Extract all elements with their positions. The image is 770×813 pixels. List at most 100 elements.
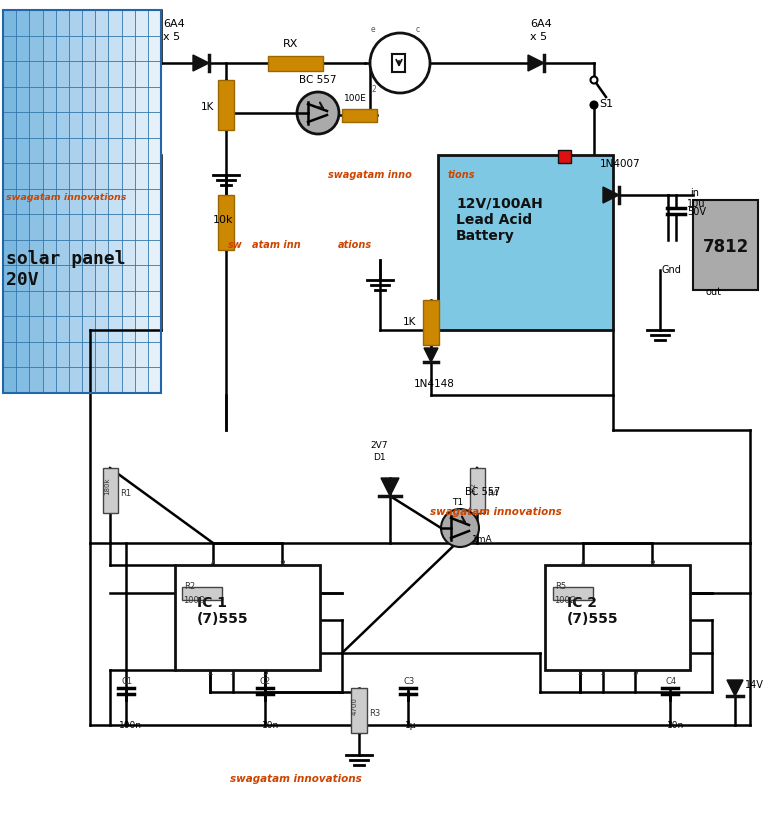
Text: IC 1
(7)555: IC 1 (7)555 [197,596,249,626]
Text: R3: R3 [369,709,380,718]
Bar [268,55,323,71]
Text: 1N4148: 1N4148 [414,379,455,389]
Text: Gnd: Gnd [661,265,681,275]
Polygon shape [528,55,544,71]
Bar [218,80,234,130]
Text: 1: 1 [230,668,236,677]
Bar [69,10,83,393]
Polygon shape [424,348,438,362]
Text: R4: R4 [487,489,498,498]
Text: C1: C1 [121,677,132,686]
Text: 6A4: 6A4 [530,19,552,29]
Text: 2: 2 [207,668,213,677]
Text: 6A4: 6A4 [163,19,185,29]
Text: 12V/100AH
Lead Acid
Battery: 12V/100AH Lead Acid Battery [456,197,543,243]
Bar [423,300,439,345]
Polygon shape [381,478,399,496]
Bar [95,10,109,393]
Text: 1: 1 [600,668,606,677]
Text: 10n: 10n [262,721,280,730]
Text: 14V: 14V [745,680,764,690]
Text: 1K: 1K [201,102,214,112]
Text: C4: C4 [665,677,676,686]
Polygon shape [603,187,619,203]
Text: IC 2
(7)555: IC 2 (7)555 [567,596,618,626]
Text: 7: 7 [681,589,687,598]
Polygon shape [193,55,209,71]
Text: 4700: 4700 [352,697,358,715]
Text: S1: S1 [599,99,613,109]
Bar [82,10,96,393]
Text: 8: 8 [279,560,285,569]
Text: in: in [690,188,699,198]
Bar [148,10,162,393]
Text: 10k: 10k [213,215,233,225]
Text: 2k2: 2k2 [471,482,477,495]
Text: BC 557: BC 557 [465,487,500,497]
Text: tions: tions [448,170,476,180]
Bar [3,10,17,393]
Text: atam inn: atam inn [252,240,301,250]
Text: 1N4007: 1N4007 [600,159,641,169]
Text: 5: 5 [632,668,638,677]
Bar [558,150,571,163]
Text: RX: RX [283,39,299,49]
Text: swagatam innovations: swagatam innovations [430,507,562,517]
Bar [351,688,367,733]
Text: 1mA: 1mA [472,535,493,544]
Bar [553,586,593,599]
Text: 6: 6 [681,616,687,625]
Text: 1μ: 1μ [405,721,417,730]
Bar [3,10,161,393]
Bar [16,10,30,393]
Text: R1: R1 [120,489,131,498]
Text: swagatam innovations: swagatam innovations [230,774,362,784]
Text: 7: 7 [311,589,316,598]
Bar [218,195,234,250]
Text: R2: R2 [184,582,195,591]
Circle shape [591,76,598,84]
Bar [135,10,149,393]
Text: D1: D1 [373,453,386,462]
Bar [545,565,690,670]
Text: 4: 4 [210,560,216,569]
Text: x 5: x 5 [530,32,547,42]
Text: 100n: 100n [119,721,142,730]
Text: 3: 3 [311,649,316,658]
Bar [109,10,122,393]
Bar [438,155,613,330]
Text: C3: C3 [403,677,414,686]
Text: 3: 3 [681,649,687,658]
Text: 6: 6 [311,616,316,625]
Text: R5: R5 [555,582,566,591]
Text: T1: T1 [452,498,463,507]
Text: 50V: 50V [687,207,706,217]
Polygon shape [727,680,743,696]
Circle shape [591,102,598,108]
Text: 2: 2 [577,668,583,677]
Text: x 5: x 5 [163,32,180,42]
Text: 2: 2 [371,85,376,94]
Bar [29,10,43,393]
Bar [55,10,70,393]
Text: out: out [705,287,721,297]
Text: 180k: 180k [104,477,110,495]
Text: 100E: 100E [344,94,367,103]
Text: swagatam inno: swagatam inno [328,170,412,180]
Text: swagatam innovations: swagatam innovations [6,193,126,202]
Text: solar panel
20V: solar panel 20V [6,250,126,289]
Text: 2V7: 2V7 [370,441,387,450]
Text: 100Ω: 100Ω [183,596,205,605]
Text: 10n: 10n [667,721,685,730]
Circle shape [441,509,479,547]
Text: 7812: 7812 [703,238,749,256]
Bar [470,468,485,513]
Text: 5: 5 [262,668,268,677]
Circle shape [370,33,430,93]
Circle shape [297,92,339,134]
Text: sw: sw [228,240,243,250]
Text: 1K: 1K [403,317,417,327]
Text: c: c [416,25,420,34]
Bar [175,565,320,670]
Bar [122,10,136,393]
